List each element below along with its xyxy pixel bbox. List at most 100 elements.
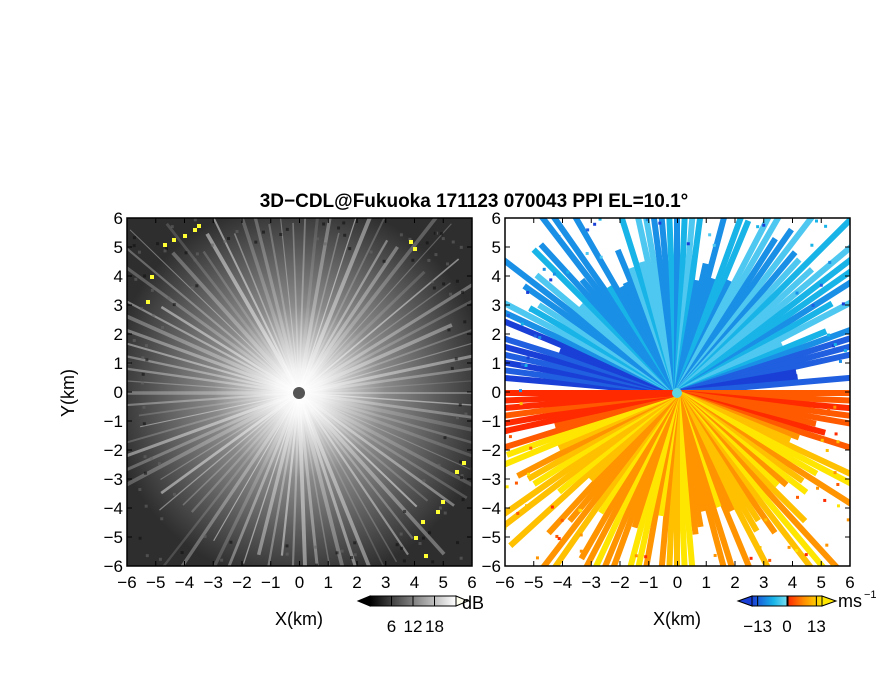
x-tick-label: 0 bbox=[295, 573, 304, 592]
x-tick-label: −3 bbox=[582, 573, 601, 592]
x-tick-label: −2 bbox=[610, 573, 629, 592]
noise-pixel bbox=[145, 358, 149, 362]
velocity-speckle bbox=[865, 314, 868, 317]
beam-ray bbox=[298, 391, 472, 458]
noise-pixel bbox=[428, 531, 432, 535]
velocity-speckle bbox=[520, 322, 524, 326]
beam-ray bbox=[127, 328, 300, 395]
noise-pixel bbox=[138, 488, 142, 492]
beam-ray bbox=[240, 218, 301, 394]
noise-pixel bbox=[137, 250, 141, 254]
beam-ray bbox=[298, 282, 472, 395]
velocity-speckle bbox=[811, 303, 815, 307]
y-tick-label: 5 bbox=[114, 238, 123, 257]
velocity-speckle bbox=[715, 175, 718, 178]
highlight-point bbox=[414, 536, 418, 540]
velocity-speckle bbox=[634, 554, 638, 558]
beam-ray bbox=[139, 392, 300, 428]
beam-ray bbox=[159, 392, 300, 511]
velocity-speckle bbox=[572, 584, 575, 587]
beam-ray bbox=[182, 392, 300, 506]
velocity-speckle bbox=[519, 402, 523, 406]
noise-pixel bbox=[402, 559, 406, 563]
y-tick-label: −6 bbox=[482, 557, 501, 576]
x-tick-label: 2 bbox=[352, 573, 361, 592]
noise-pixel bbox=[279, 232, 283, 236]
velocity-speckle bbox=[598, 218, 602, 221]
velocity-speckle bbox=[858, 530, 861, 533]
velocity-speckle bbox=[773, 582, 776, 585]
highlight-point bbox=[421, 520, 425, 524]
noise-pixel bbox=[229, 540, 233, 544]
velocity-speckle bbox=[593, 222, 597, 226]
beam-ray bbox=[298, 218, 386, 394]
velocity-speckle bbox=[552, 272, 556, 276]
velocity-speckle bbox=[833, 343, 837, 347]
beam-ray bbox=[267, 392, 301, 566]
velocity-speckle bbox=[777, 615, 780, 618]
velocity-speckle bbox=[814, 219, 818, 223]
x-tick-label: 3 bbox=[381, 573, 390, 592]
noise-pixel bbox=[285, 544, 289, 548]
velocity-colorbar-unit: ms bbox=[838, 591, 862, 611]
highlight-point bbox=[436, 510, 440, 514]
beam-ray bbox=[160, 391, 300, 495]
beam-ray bbox=[233, 233, 300, 394]
velocity-speckle bbox=[599, 255, 603, 259]
noise-pixel bbox=[458, 403, 462, 407]
noise-pixel bbox=[193, 218, 197, 222]
beam-ray bbox=[180, 392, 301, 566]
velocity-speckle bbox=[862, 358, 865, 361]
velocity-speckle bbox=[739, 629, 742, 632]
velocity-speckle bbox=[865, 552, 868, 555]
velocity-speckle bbox=[777, 176, 780, 179]
left-center-marker bbox=[293, 387, 305, 399]
velocity-speckle bbox=[836, 483, 840, 487]
colorbar-tick-label: −13 bbox=[743, 617, 772, 636]
x-tick-label: −4 bbox=[175, 573, 194, 592]
velocity-ray-negative bbox=[676, 374, 850, 396]
x-tick-label: −6 bbox=[117, 573, 136, 592]
velocity-speckle bbox=[692, 164, 695, 167]
highlight-point bbox=[455, 470, 459, 474]
noise-pixel bbox=[158, 557, 162, 561]
noise-pixel bbox=[184, 251, 188, 255]
left-y-ticks: 6 5 4 3 2 1 0 −1 −2 −3 −4 −5 −6 bbox=[104, 209, 472, 576]
noise-pixel bbox=[408, 237, 412, 241]
beam-ray bbox=[205, 232, 301, 394]
noise-pixel bbox=[463, 320, 467, 324]
y-tick-label: 3 bbox=[114, 296, 123, 315]
beam-ray bbox=[212, 392, 301, 566]
velocity-speckle bbox=[795, 291, 799, 295]
velocity-speckle bbox=[526, 290, 530, 294]
noise-pixel bbox=[150, 288, 154, 292]
noise-pixel bbox=[190, 286, 194, 290]
noise-pixel bbox=[445, 262, 449, 266]
noise-pixel bbox=[165, 247, 169, 251]
beam-ray bbox=[127, 367, 300, 395]
beam-ray bbox=[171, 251, 301, 395]
beam-ray bbox=[291, 392, 301, 566]
velocity-speckle bbox=[814, 175, 817, 178]
left-panel: −6 −5 −4 −3 −2 −1 0 1 2 3 4 5 6 6543210−1−2−3−4−5−6 … bbox=[58, 209, 484, 636]
beam-ray bbox=[298, 218, 357, 394]
noise-pixel bbox=[353, 541, 357, 545]
noise-pixel bbox=[149, 456, 153, 460]
velocity-speckle bbox=[555, 534, 559, 538]
beam-ray bbox=[298, 392, 429, 502]
velocity-speckle bbox=[768, 172, 771, 175]
chart-title: 3D−CDL@Fukuoka 171123 070043 PPI EL=10.1… bbox=[260, 191, 689, 212]
left-x-axis-label: X(km) bbox=[275, 609, 323, 629]
noise-pixel bbox=[145, 554, 149, 558]
beam-ray bbox=[297, 392, 371, 566]
noise-pixel bbox=[432, 286, 436, 290]
beam-ray bbox=[297, 392, 307, 566]
noise-pixel bbox=[142, 422, 146, 426]
x-tick-label: 6 bbox=[845, 573, 854, 592]
x-tick-label: −5 bbox=[146, 573, 165, 592]
beam-ray bbox=[298, 392, 398, 563]
velocity-speckle bbox=[690, 158, 693, 161]
velocity-speckle bbox=[841, 302, 845, 306]
y-tick-label: −3 bbox=[104, 470, 123, 489]
